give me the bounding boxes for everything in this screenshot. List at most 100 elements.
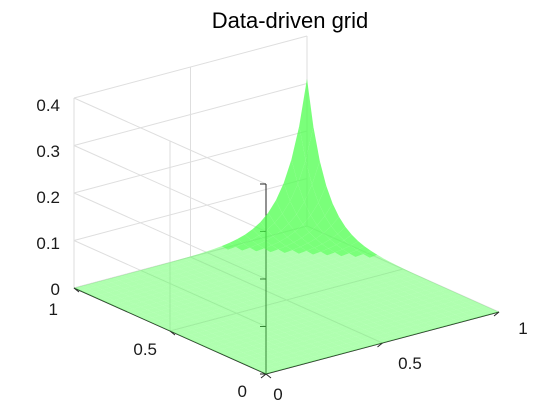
surface-patch bbox=[276, 252, 292, 259]
surface-patch bbox=[340, 310, 355, 316]
surface-patch bbox=[369, 285, 384, 290]
surface-patch bbox=[238, 315, 253, 321]
surface-patch bbox=[399, 304, 414, 310]
surface-patch bbox=[237, 320, 252, 326]
surface-patch bbox=[235, 274, 250, 280]
surface-patch bbox=[300, 298, 315, 304]
surface-patch bbox=[317, 289, 332, 295]
surface-patch bbox=[159, 262, 174, 269]
surface-patch bbox=[308, 324, 323, 330]
surface-patch bbox=[280, 223, 296, 238]
surface-patch bbox=[191, 277, 206, 283]
surface-patch bbox=[368, 261, 383, 267]
surface-patch bbox=[370, 280, 385, 286]
surface-patch bbox=[401, 271, 416, 277]
surface-patch bbox=[352, 344, 367, 350]
surface-patch bbox=[428, 305, 443, 311]
surface-patch bbox=[268, 311, 283, 317]
surface-patch bbox=[314, 243, 329, 252]
surface-patch bbox=[313, 304, 328, 310]
surface-patch bbox=[176, 304, 191, 310]
surface-patch bbox=[325, 287, 340, 293]
surface-patch bbox=[393, 273, 409, 279]
surface-patch bbox=[286, 242, 301, 251]
surface-patch bbox=[304, 184, 319, 216]
surface-patch bbox=[394, 296, 409, 302]
surface-patch bbox=[154, 305, 170, 311]
surface-patch bbox=[262, 281, 277, 287]
surface-patch bbox=[235, 352, 250, 358]
surface-patch bbox=[447, 314, 462, 320]
surface-patch bbox=[356, 279, 371, 285]
surface-patch bbox=[276, 282, 291, 288]
surface-patch bbox=[307, 301, 322, 307]
surface-patch bbox=[188, 314, 203, 320]
surface-patch bbox=[380, 295, 395, 301]
surface-patch bbox=[291, 253, 306, 260]
surface-patch bbox=[134, 301, 149, 307]
surface-patch bbox=[314, 327, 329, 332]
surface-patch bbox=[185, 324, 200, 330]
surface-patch bbox=[133, 279, 148, 285]
surface-patch bbox=[170, 273, 186, 279]
surface-patch bbox=[301, 270, 316, 277]
chart-title: Data-driven grid bbox=[212, 8, 369, 33]
surface-patch bbox=[148, 275, 164, 281]
surface-patch bbox=[453, 317, 468, 323]
surface-patch bbox=[302, 265, 317, 271]
surface-patch bbox=[239, 337, 254, 343]
surface-patch bbox=[273, 230, 288, 242]
surface-patch bbox=[205, 278, 220, 284]
surface-patch bbox=[241, 355, 256, 361]
surface-patch bbox=[231, 261, 246, 267]
surface-patch bbox=[324, 315, 340, 321]
surface-patch bbox=[158, 318, 173, 324]
surface-patch bbox=[292, 355, 307, 361]
surface-patch bbox=[215, 293, 230, 299]
surface-patch bbox=[244, 229, 260, 240]
surface-patch bbox=[405, 284, 420, 290]
surface-patch bbox=[377, 333, 392, 339]
surface-patch bbox=[435, 303, 451, 309]
surface-patch bbox=[276, 332, 292, 338]
surface-patch bbox=[191, 305, 206, 310]
surface-patch bbox=[297, 308, 313, 314]
surface-patch bbox=[322, 324, 337, 330]
surface-patch bbox=[157, 323, 172, 329]
surface-patch bbox=[303, 288, 318, 294]
surface-patch bbox=[342, 278, 357, 284]
surface-patch bbox=[255, 278, 271, 284]
surface-patch bbox=[316, 294, 331, 300]
surface-patch bbox=[341, 253, 356, 260]
surface-patch bbox=[462, 310, 478, 316]
surface bbox=[74, 78, 499, 374]
surface-patch bbox=[173, 263, 188, 269]
surface-patch bbox=[404, 312, 420, 318]
surface-patch bbox=[213, 276, 228, 282]
surface-patch bbox=[260, 286, 276, 292]
surface-patch bbox=[198, 251, 213, 258]
surface-patch bbox=[245, 262, 260, 268]
surface-patch bbox=[230, 317, 245, 323]
surface-patch bbox=[334, 330, 350, 336]
surface-patch bbox=[105, 277, 120, 283]
surface-patch bbox=[328, 244, 343, 253]
surface-patch bbox=[308, 346, 324, 352]
surface-patch bbox=[432, 291, 447, 297]
surface-patch bbox=[278, 327, 293, 333]
surface-patch bbox=[225, 309, 240, 315]
surface-patch bbox=[301, 232, 316, 244]
surface-patch bbox=[181, 312, 197, 317]
surface-patch bbox=[391, 283, 406, 289]
surface-patch bbox=[172, 268, 187, 274]
surface-patch bbox=[383, 285, 398, 291]
surface-patch bbox=[103, 282, 118, 288]
surface-patch bbox=[214, 271, 229, 277]
surface-patch bbox=[302, 215, 318, 233]
surface-patch bbox=[339, 315, 354, 321]
surface-patch bbox=[228, 272, 244, 278]
surface-patch bbox=[388, 265, 403, 271]
surface-patch bbox=[397, 314, 412, 320]
surface-patch bbox=[151, 265, 166, 271]
surface-patch bbox=[117, 283, 133, 289]
